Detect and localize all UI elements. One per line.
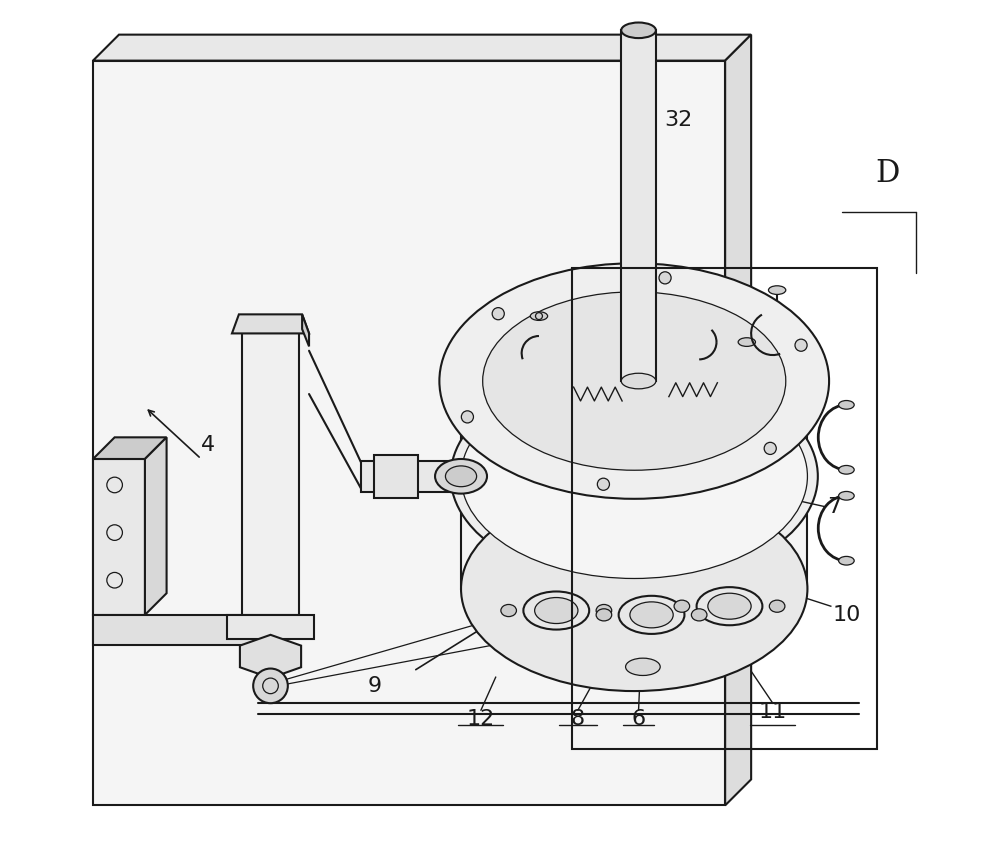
- Polygon shape: [93, 459, 145, 615]
- Ellipse shape: [697, 587, 762, 625]
- Text: 12: 12: [467, 708, 495, 729]
- Polygon shape: [93, 437, 167, 459]
- Ellipse shape: [769, 600, 785, 612]
- Ellipse shape: [451, 367, 818, 585]
- Ellipse shape: [523, 591, 589, 630]
- Ellipse shape: [435, 459, 487, 494]
- Polygon shape: [374, 455, 418, 498]
- Ellipse shape: [596, 604, 612, 617]
- Polygon shape: [227, 615, 314, 639]
- Text: 9: 9: [367, 675, 381, 696]
- Polygon shape: [361, 461, 461, 492]
- Ellipse shape: [674, 600, 690, 612]
- Polygon shape: [145, 437, 167, 615]
- Circle shape: [659, 272, 671, 284]
- Ellipse shape: [630, 602, 673, 628]
- Ellipse shape: [839, 466, 854, 475]
- Ellipse shape: [691, 609, 707, 621]
- Polygon shape: [725, 35, 751, 805]
- Ellipse shape: [461, 374, 807, 578]
- Ellipse shape: [445, 466, 477, 487]
- Text: 4: 4: [201, 435, 215, 455]
- Ellipse shape: [619, 596, 684, 634]
- Bar: [572, 268, 877, 749]
- Text: D: D: [876, 158, 900, 189]
- Circle shape: [461, 410, 473, 423]
- Polygon shape: [232, 314, 309, 333]
- Circle shape: [597, 478, 609, 490]
- Text: 8: 8: [571, 708, 585, 729]
- Text: 7: 7: [827, 496, 841, 517]
- Text: 11: 11: [759, 701, 787, 722]
- Circle shape: [492, 307, 504, 320]
- Ellipse shape: [626, 658, 660, 675]
- Ellipse shape: [530, 312, 548, 320]
- Ellipse shape: [535, 598, 578, 624]
- Polygon shape: [93, 615, 258, 645]
- Ellipse shape: [483, 292, 786, 470]
- Circle shape: [764, 443, 776, 455]
- Ellipse shape: [621, 373, 656, 389]
- Circle shape: [795, 339, 807, 352]
- Ellipse shape: [839, 492, 854, 501]
- Ellipse shape: [439, 263, 829, 499]
- Polygon shape: [461, 429, 807, 589]
- Polygon shape: [93, 61, 725, 805]
- Ellipse shape: [738, 338, 755, 346]
- Ellipse shape: [461, 487, 807, 691]
- Polygon shape: [93, 35, 751, 61]
- Polygon shape: [621, 30, 656, 381]
- Ellipse shape: [708, 593, 751, 619]
- Polygon shape: [240, 635, 301, 678]
- Polygon shape: [242, 333, 299, 615]
- Circle shape: [253, 669, 288, 703]
- Polygon shape: [302, 314, 309, 346]
- Ellipse shape: [501, 604, 516, 617]
- Text: 10: 10: [833, 604, 861, 625]
- Text: 6: 6: [631, 708, 646, 729]
- Ellipse shape: [839, 400, 854, 410]
- Ellipse shape: [839, 556, 854, 565]
- Ellipse shape: [768, 286, 786, 294]
- Text: 32: 32: [665, 109, 693, 130]
- Ellipse shape: [621, 23, 656, 38]
- Ellipse shape: [596, 609, 612, 621]
